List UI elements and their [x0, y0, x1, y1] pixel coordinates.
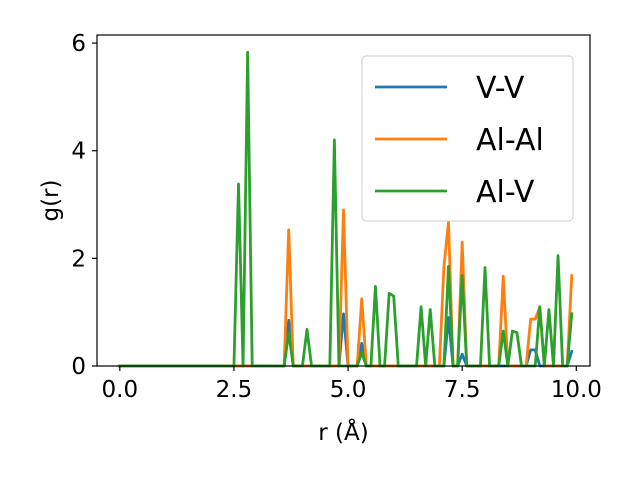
- x-tick-label: 5.0: [330, 377, 367, 403]
- legend: V-V Al-Al Al-V: [361, 55, 574, 222]
- plot-frame: [96, 34, 591, 367]
- x-axis-ticks: 0.0 2.5 5.0 7.5 10.0: [102, 366, 602, 403]
- x-tick-label: 0.0: [102, 377, 139, 403]
- y-tick-label: 0: [71, 354, 86, 380]
- x-tick-label: 7.5: [444, 377, 481, 403]
- y-tick-label: 2: [71, 246, 86, 272]
- legend-label-v-v: V-V: [476, 71, 525, 106]
- legend-label-al-al: Al-Al: [476, 123, 544, 158]
- x-tick-label: 10.0: [551, 377, 602, 403]
- x-axis-label: r (Å): [318, 418, 368, 446]
- y-axis-label: g(r): [38, 179, 64, 221]
- y-axis-ticks: 0 2 4 6: [71, 31, 97, 380]
- legend-label-al-v: Al-V: [476, 175, 535, 210]
- y-tick-label: 6: [71, 31, 86, 57]
- x-tick-label: 2.5: [216, 377, 253, 403]
- y-tick-label: 4: [71, 139, 86, 165]
- legend-box: [361, 55, 574, 222]
